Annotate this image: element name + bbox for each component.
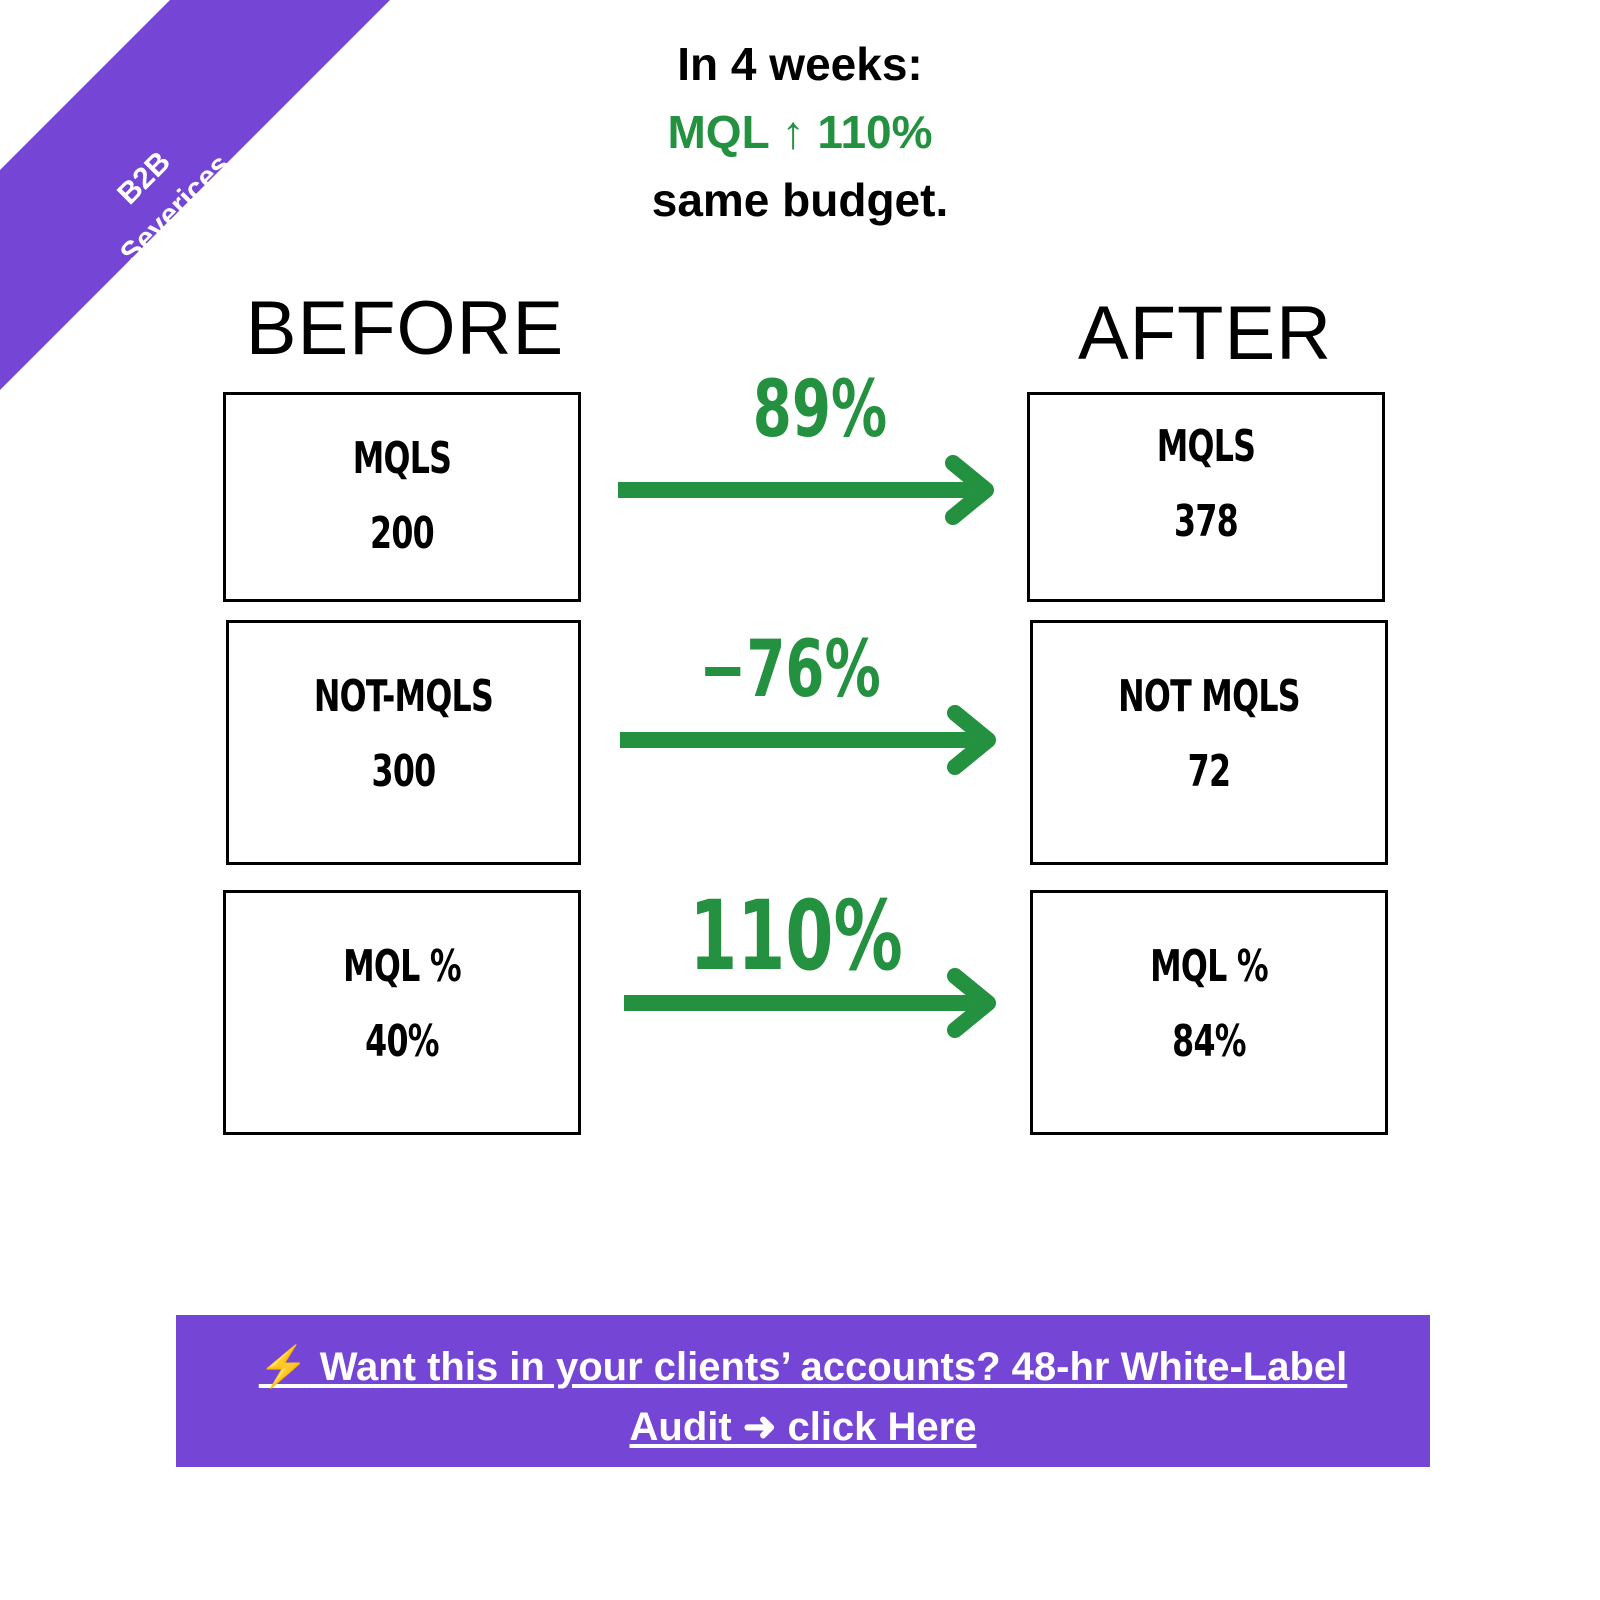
after-label: MQL % [1150, 941, 1269, 992]
before-box-mql-percent: MQL % 40% [223, 890, 581, 1135]
cta-audit-link-continued[interactable]: Audit ➜ [630, 1405, 788, 1449]
change-percent: 110% [689, 880, 903, 992]
lightning-icon: ⚡ [258, 1345, 309, 1389]
cta-audit-link[interactable]: ⚡ Want this in your clients’ accounts? 4… [259, 1345, 1347, 1389]
before-value: 40% [365, 1016, 439, 1067]
before-value: 200 [370, 508, 435, 559]
headline-budget: same budget. [651, 174, 949, 226]
before-box-not-mqls: NOT-MQLS 300 [226, 620, 581, 865]
after-title: AFTER [1077, 291, 1333, 376]
ribbon-shape [0, 0, 390, 390]
cta-text-line-1: Want this in your clients’ accounts? 48-… [308, 1345, 1348, 1389]
arrow-right-icon [620, 705, 996, 775]
before-label: MQLS [352, 433, 452, 484]
after-box-not-mqls: NOT MQLS 72 [1030, 620, 1388, 865]
after-value: 72 [1187, 746, 1231, 797]
arrow-right-icon [618, 455, 994, 525]
after-box-mql-percent: MQL % 84% [1030, 890, 1388, 1135]
after-box-mqls: MQLS 378 [1027, 392, 1385, 602]
change-percent: −76% [699, 625, 881, 715]
after-label: MQLS [1156, 421, 1256, 472]
before-label: MQL % [343, 941, 462, 992]
headline-period: In 4 weeks: [677, 38, 923, 90]
change-percent: 89% [752, 365, 888, 455]
arrow-right-icon [624, 968, 996, 1038]
cta-text-line-2: Audit ➜ [629, 1405, 788, 1449]
before-label: NOT-MQLS [313, 671, 494, 722]
corner-ribbon: B2B Severices [0, 0, 400, 400]
after-value: 84% [1172, 1016, 1246, 1067]
headline-result: MQL ↑ 110% [667, 106, 933, 158]
cta-banner: ⚡ Want this in your clients’ accounts? 4… [176, 1315, 1430, 1467]
click-here-link[interactable]: click Here [787, 1405, 977, 1449]
headline: In 4 weeks: MQL ↑ 110% same budget. [500, 30, 1100, 234]
after-label: NOT MQLS [1118, 671, 1301, 722]
after-value: 378 [1174, 496, 1239, 547]
before-box-mqls: MQLS 200 [223, 392, 581, 602]
before-title: BEFORE [245, 286, 565, 371]
before-value: 300 [371, 746, 437, 797]
